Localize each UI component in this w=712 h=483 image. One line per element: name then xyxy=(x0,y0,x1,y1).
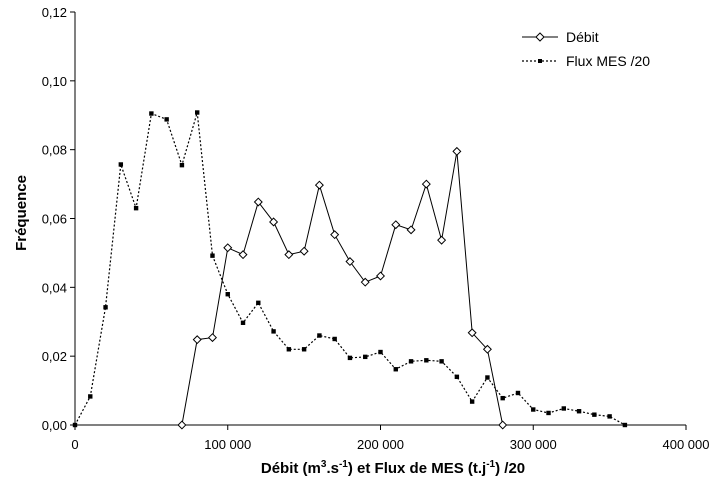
x-tick-label: 200 000 xyxy=(357,437,404,452)
y-tick-label: 0,04 xyxy=(42,280,67,295)
x-axis-title-superscript: -1 xyxy=(486,459,495,470)
x-axis-ticks: 0 100 000 200 000 300 000 400 000 xyxy=(71,425,710,452)
data-point-debit xyxy=(391,220,401,230)
data-point-debit xyxy=(467,328,477,338)
legend-label-debit: Débit xyxy=(566,29,599,45)
data-point-flux-mes xyxy=(592,412,597,417)
x-axis-title-superscript: -1 xyxy=(339,459,348,470)
data-point-flux-mes xyxy=(424,358,429,363)
y-axis-ticks: 0,00 0,02 0,04 0,06 0,08 0,10 0,12 xyxy=(42,5,75,433)
data-point-flux-mes xyxy=(256,300,261,306)
data-point-flux-mes xyxy=(225,292,230,297)
data-point-flux-mes xyxy=(500,395,505,401)
x-axis-title-part: .s xyxy=(326,460,339,477)
data-point-debit xyxy=(192,335,202,345)
y-tick-label: 0,10 xyxy=(42,74,67,89)
data-point-flux-mes xyxy=(301,347,307,352)
data-point-flux-mes xyxy=(485,375,490,380)
x-axis-title-part: Débit (m xyxy=(261,460,321,477)
data-point-debit xyxy=(238,250,248,260)
data-point-flux-mes xyxy=(515,390,521,396)
data-point-debit xyxy=(269,217,279,227)
x-axis-title-part: ) /20 xyxy=(495,460,525,477)
data-point-debit xyxy=(360,277,370,287)
data-point-flux-mes xyxy=(286,347,292,352)
data-point-debit xyxy=(437,235,447,245)
data-point-flux-mes xyxy=(469,399,475,404)
data-point-flux-mes xyxy=(393,367,398,372)
series-layer xyxy=(72,110,628,430)
data-point-flux-mes xyxy=(332,336,337,342)
series-line xyxy=(181,151,504,426)
data-point-flux-mes xyxy=(179,162,185,168)
data-point-flux-mes xyxy=(408,359,414,364)
x-axis-title-part: ) et Flux de MES (t.j xyxy=(348,460,486,477)
data-point-debit xyxy=(223,243,233,253)
data-point-debit xyxy=(314,180,324,190)
data-point-flux-mes xyxy=(546,410,551,416)
data-point-debit xyxy=(299,246,309,256)
y-tick-label: 0,12 xyxy=(42,5,67,20)
legend-label-flux: Flux MES /20 xyxy=(566,53,650,69)
data-point-flux-mes xyxy=(454,374,460,380)
data-point-debit xyxy=(406,225,416,235)
data-point-debit xyxy=(375,271,386,281)
data-point-debit xyxy=(345,257,355,267)
data-point-debit xyxy=(498,420,508,430)
x-axis-title-superscript: 3 xyxy=(321,459,327,470)
data-point-flux-mes xyxy=(72,422,78,428)
data-point-flux-mes xyxy=(561,406,566,411)
data-point-flux-mes xyxy=(317,333,322,338)
data-point-flux-mes xyxy=(531,407,536,412)
x-tick-label: 400 000 xyxy=(663,437,710,452)
data-point-flux-mes xyxy=(210,253,215,258)
data-point-debit xyxy=(482,344,492,354)
plot-area xyxy=(74,12,686,426)
x-tick-label: 300 000 xyxy=(510,437,557,452)
data-point-flux-mes xyxy=(103,305,108,310)
series-debit xyxy=(177,146,508,430)
data-point-flux-mes xyxy=(88,394,93,399)
data-point-flux-mes xyxy=(195,110,200,115)
data-point-flux-mes xyxy=(164,117,169,122)
x-tick-label: 100 000 xyxy=(204,437,251,452)
data-point-flux-mes xyxy=(378,349,383,355)
y-tick-label: 0,08 xyxy=(42,143,67,158)
data-point-flux-mes xyxy=(607,414,612,419)
data-point-flux-mes xyxy=(149,111,154,116)
y-tick-label: 0,00 xyxy=(42,418,67,433)
data-point-flux-mes xyxy=(622,422,628,428)
legend-marker-debit xyxy=(535,32,545,42)
data-point-debit xyxy=(330,230,340,240)
y-tick-label: 0,02 xyxy=(42,349,67,364)
data-point-flux-mes xyxy=(118,162,124,167)
data-point-flux-mes xyxy=(271,329,276,334)
data-point-debit xyxy=(452,146,462,156)
legend-marker-flux xyxy=(538,59,542,63)
data-point-flux-mes xyxy=(347,355,353,361)
data-point-flux-mes xyxy=(439,359,444,364)
series-line xyxy=(74,112,626,426)
data-point-debit xyxy=(284,250,294,260)
data-point-flux-mes xyxy=(363,354,368,360)
data-point-debit xyxy=(421,179,431,189)
data-point-flux-mes xyxy=(133,205,139,211)
legend-entry-flux: Flux MES /20 xyxy=(522,53,650,69)
data-point-debit xyxy=(253,197,263,207)
x-axis-title: Débit (m3.s-1) et Flux de MES (t.j-1) /2… xyxy=(261,459,525,477)
data-point-flux-mes xyxy=(576,409,582,414)
data-point-debit xyxy=(207,333,217,343)
legend: Débit Flux MES /20 xyxy=(522,29,650,69)
y-tick-label: 0,06 xyxy=(42,212,67,227)
data-point-debit xyxy=(177,420,187,430)
legend-entry-debit: Débit xyxy=(522,29,599,45)
data-point-flux-mes xyxy=(240,320,246,325)
y-axis-title: Fréquence xyxy=(13,175,30,251)
series-flux-mes xyxy=(72,110,628,428)
x-tick-label: 0 xyxy=(71,437,78,452)
